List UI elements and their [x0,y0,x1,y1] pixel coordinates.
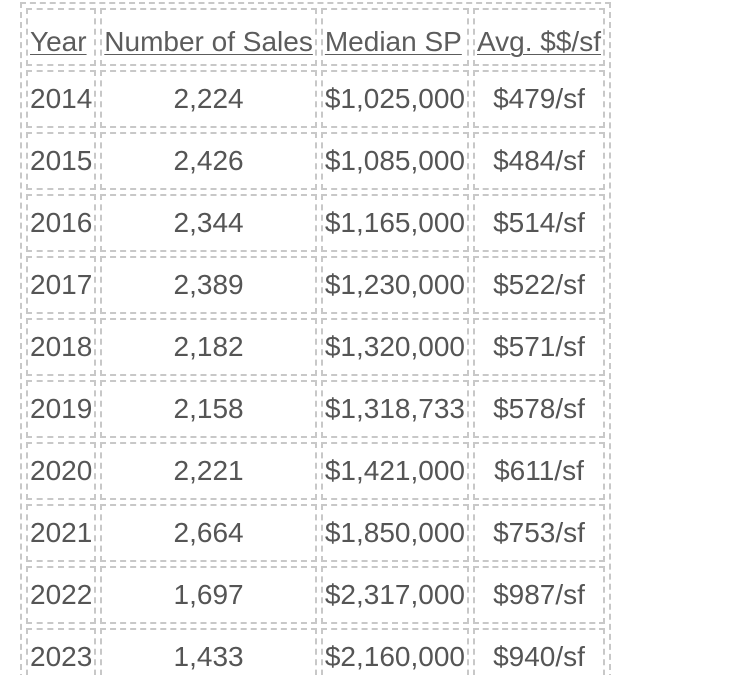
cell-year: 2017 [26,256,97,314]
cell-median-sale-price: $1,318,733 [320,380,469,438]
header-avg-price-per-sqft[interactable]: Avg. $$/sf [472,8,605,66]
table-row: 2018 2,182 $1,320,000 $571/sf [26,318,605,376]
cell-year: 2023 [26,628,97,675]
cell-median-sale-price: $1,085,000 [320,132,469,190]
cell-avg-price-per-sqft: $484/sf [472,132,605,190]
cell-median-sale-price: $1,165,000 [320,194,469,252]
cell-number-of-sales: 2,224 [100,70,317,128]
table-row: 2022 1,697 $2,317,000 $987/sf [26,566,605,624]
cell-avg-price-per-sqft: $479/sf [472,70,605,128]
cell-number-of-sales: 2,158 [100,380,317,438]
cell-year: 2020 [26,442,97,500]
header-year[interactable]: Year [26,8,97,66]
table-row: 2019 2,158 $1,318,733 $578/sf [26,380,605,438]
cell-number-of-sales: 2,426 [100,132,317,190]
cell-avg-price-per-sqft: $522/sf [472,256,605,314]
table-row: 2020 2,221 $1,421,000 $611/sf [26,442,605,500]
cell-avg-price-per-sqft: $753/sf [472,504,605,562]
cell-number-of-sales: 2,664 [100,504,317,562]
cell-median-sale-price: $2,160,000 [320,628,469,675]
cell-year: 2014 [26,70,97,128]
cell-year: 2016 [26,194,97,252]
cell-number-of-sales: 2,221 [100,442,317,500]
table-row: 2017 2,389 $1,230,000 $522/sf [26,256,605,314]
cell-median-sale-price: $1,025,000 [320,70,469,128]
cell-year: 2019 [26,380,97,438]
cell-number-of-sales: 2,344 [100,194,317,252]
cell-median-sale-price: $1,230,000 [320,256,469,314]
header-number-of-sales[interactable]: Number of Sales [100,8,317,66]
cell-year: 2022 [26,566,97,624]
cell-avg-price-per-sqft: $514/sf [472,194,605,252]
cell-avg-price-per-sqft: $611/sf [472,442,605,500]
table-row: 2014 2,224 $1,025,000 $479/sf [26,70,605,128]
cell-avg-price-per-sqft: $987/sf [472,566,605,624]
cell-number-of-sales: 1,433 [100,628,317,675]
cell-year: 2018 [26,318,97,376]
cell-avg-price-per-sqft: $940/sf [472,628,605,675]
cell-median-sale-price: $1,320,000 [320,318,469,376]
table-row: 2016 2,344 $1,165,000 $514/sf [26,194,605,252]
cell-number-of-sales: 2,182 [100,318,317,376]
table-header-row: Year Number of Sales Median SP Avg. $$/s… [26,8,605,66]
cell-median-sale-price: $2,317,000 [320,566,469,624]
cell-avg-price-per-sqft: $571/sf [472,318,605,376]
cell-median-sale-price: $1,421,000 [320,442,469,500]
table-row: 2023 1,433 $2,160,000 $940/sf [26,628,605,675]
sales-history-table: Year Number of Sales Median SP Avg. $$/s… [20,2,611,675]
cell-number-of-sales: 2,389 [100,256,317,314]
cell-avg-price-per-sqft: $578/sf [472,380,605,438]
cell-number-of-sales: 1,697 [100,566,317,624]
table-row: 2015 2,426 $1,085,000 $484/sf [26,132,605,190]
cell-median-sale-price: $1,850,000 [320,504,469,562]
cell-year: 2015 [26,132,97,190]
table-row: 2021 2,664 $1,850,000 $753/sf [26,504,605,562]
header-median-sale-price[interactable]: Median SP [320,8,469,66]
cell-year: 2021 [26,504,97,562]
